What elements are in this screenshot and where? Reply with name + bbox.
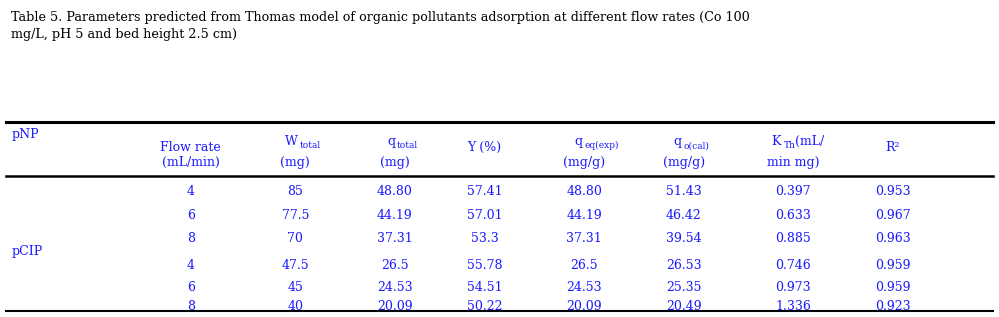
Text: 0.746: 0.746 xyxy=(775,259,811,273)
Text: 53.3: 53.3 xyxy=(471,232,499,245)
Text: q: q xyxy=(574,135,582,148)
Text: 24.53: 24.53 xyxy=(566,281,602,294)
Text: W: W xyxy=(286,135,298,148)
Text: 0.923: 0.923 xyxy=(875,300,911,313)
Text: 39.54: 39.54 xyxy=(666,232,701,245)
Text: 0.959: 0.959 xyxy=(875,281,911,294)
Text: 57.41: 57.41 xyxy=(467,185,502,198)
Text: q: q xyxy=(387,135,395,148)
Text: 6: 6 xyxy=(187,209,195,222)
Text: (mg): (mg) xyxy=(380,156,410,169)
Text: 77.5: 77.5 xyxy=(282,209,309,222)
Text: 85: 85 xyxy=(288,185,304,198)
Text: 48.80: 48.80 xyxy=(566,185,602,198)
Text: 48.80: 48.80 xyxy=(377,185,413,198)
Text: min mg): min mg) xyxy=(767,156,819,169)
Text: K: K xyxy=(771,135,781,148)
Text: 26.53: 26.53 xyxy=(666,259,701,273)
Text: 4: 4 xyxy=(187,185,195,198)
Text: 26.5: 26.5 xyxy=(381,259,409,273)
Text: Y (%): Y (%) xyxy=(468,141,501,154)
Text: 37.31: 37.31 xyxy=(566,232,602,245)
Text: 70: 70 xyxy=(288,232,304,245)
Text: q: q xyxy=(674,135,682,148)
Text: (mg/g): (mg/g) xyxy=(662,156,705,169)
Text: 54.51: 54.51 xyxy=(467,281,502,294)
Text: 47.5: 47.5 xyxy=(282,259,309,273)
Text: total: total xyxy=(397,141,418,151)
Text: (mL/min): (mL/min) xyxy=(162,156,220,169)
Text: 57.01: 57.01 xyxy=(467,209,502,222)
Text: 44.19: 44.19 xyxy=(377,209,413,222)
Text: (mg): (mg) xyxy=(281,156,310,169)
Text: 8: 8 xyxy=(187,232,195,245)
Text: 0.885: 0.885 xyxy=(775,232,811,245)
Text: 46.42: 46.42 xyxy=(666,209,701,222)
Text: 55.78: 55.78 xyxy=(467,259,502,273)
Text: (mL/: (mL/ xyxy=(795,135,824,148)
Text: total: total xyxy=(300,141,321,151)
Text: Table 5. Parameters predicted from Thomas model of organic pollutants adsorption: Table 5. Parameters predicted from Thoma… xyxy=(11,11,750,41)
Text: 8: 8 xyxy=(187,300,195,313)
Text: 20.09: 20.09 xyxy=(377,300,413,313)
Text: o(cal): o(cal) xyxy=(683,141,709,151)
Text: Flow rate: Flow rate xyxy=(160,141,221,154)
Text: (mg/g): (mg/g) xyxy=(563,156,605,169)
Text: 0.963: 0.963 xyxy=(875,232,911,245)
Text: 50.22: 50.22 xyxy=(467,300,502,313)
Text: 0.397: 0.397 xyxy=(775,185,811,198)
Text: pNP: pNP xyxy=(11,128,39,141)
Text: 45: 45 xyxy=(288,281,304,294)
Text: 0.953: 0.953 xyxy=(875,185,911,198)
Text: 6: 6 xyxy=(187,281,195,294)
Text: 44.19: 44.19 xyxy=(566,209,602,222)
Text: 25.35: 25.35 xyxy=(666,281,701,294)
Text: 37.31: 37.31 xyxy=(377,232,413,245)
Text: 0.973: 0.973 xyxy=(775,281,811,294)
Text: 1.336: 1.336 xyxy=(775,300,811,313)
Text: 24.53: 24.53 xyxy=(377,281,413,294)
Text: R²: R² xyxy=(886,141,900,154)
Text: 0.633: 0.633 xyxy=(775,209,811,222)
Text: 26.5: 26.5 xyxy=(570,259,598,273)
Text: 0.959: 0.959 xyxy=(875,259,911,273)
Text: 4: 4 xyxy=(187,259,195,273)
Text: 20.09: 20.09 xyxy=(566,300,602,313)
Text: pCIP: pCIP xyxy=(11,245,43,258)
Text: 40: 40 xyxy=(288,300,304,313)
Text: 51.43: 51.43 xyxy=(666,185,701,198)
Text: 0.967: 0.967 xyxy=(875,209,911,222)
Text: eq(exp): eq(exp) xyxy=(584,141,618,151)
Text: Th: Th xyxy=(783,141,795,151)
Text: 20.49: 20.49 xyxy=(666,300,701,313)
